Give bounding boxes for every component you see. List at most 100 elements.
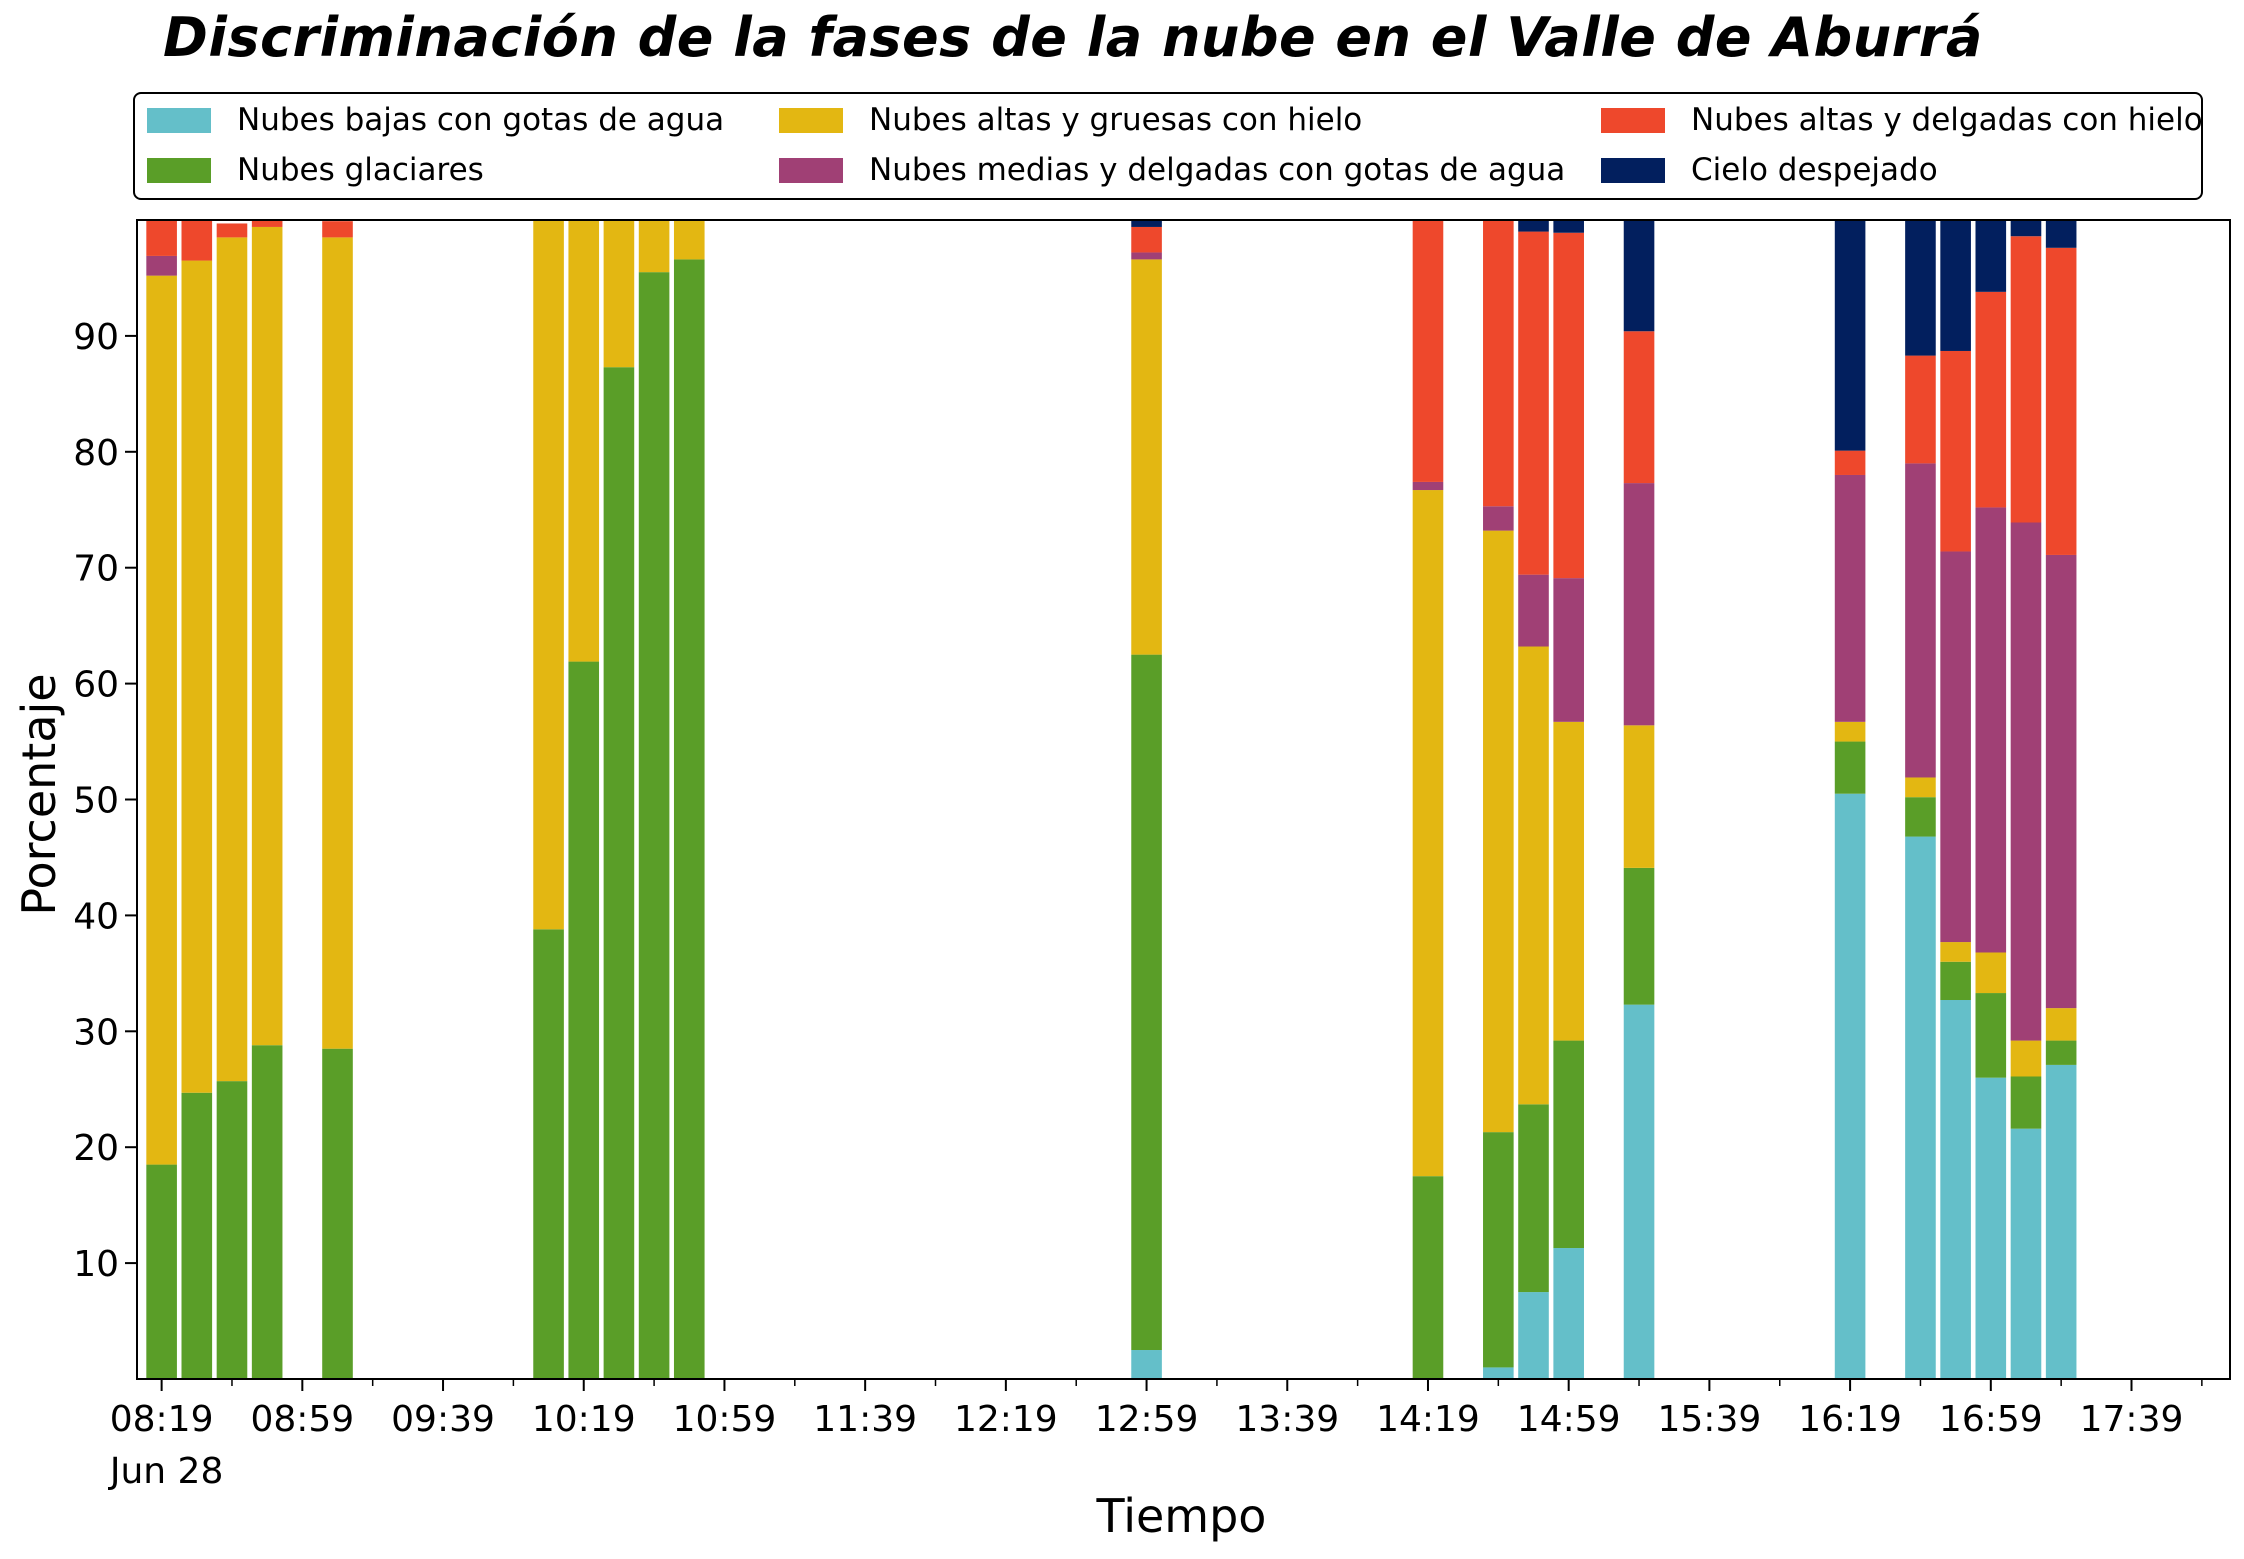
y-tick-label: 70 [73,549,119,590]
legend-item: Cielo despejado [1601,150,1938,190]
y-tick-label: 50 [73,781,119,822]
bar-segment-1449-s2 [1518,646,1549,1105]
x-tick-label: 14:59 [1517,1399,1621,1440]
bar-segment-1659-s4 [1975,291,2007,508]
x-axis-date-label: Jun 28 [108,1451,224,1492]
legend-item: Nubes altas y gruesas con hielo [779,100,1362,140]
bar-segment-0909-s2 [322,237,353,1049]
bar-segment-1439-s1 [1483,1132,1514,1368]
bar-segment-1659-s2 [1975,952,2007,994]
bar-segment-0819-s1 [146,1164,177,1379]
bar-segment-1019-s2 [568,220,600,662]
bar-segment-1649-s0 [1940,1000,1971,1379]
bar-segment-1009-s2 [533,220,564,930]
x-tick-label: 08:19 [110,1399,214,1440]
x-axis: 08:19 08:59 09:39 10:19 10:59 11:39 12:19 12:59… [110,1379,2203,1440]
bar-segment-1709-s2 [2010,1040,2042,1077]
bar-segment-1459-s1 [1553,1040,1584,1249]
bar-segment-1719-s3 [2045,554,2077,1009]
legend-swatch [779,157,843,183]
bar-segment-1659-s0 [1975,1077,2007,1379]
bar-segment-1419-s2 [1412,490,1444,1177]
bar-segment-1459-s3 [1553,578,1584,722]
legend-swatch [1601,157,1665,183]
bar-segment-1719-s1 [2045,1040,2077,1065]
x-tick-label: 16:19 [1798,1399,1902,1440]
x-tick-label: 13:39 [1235,1399,1339,1440]
y-tick-label: 80 [73,433,119,474]
legend-label: Cielo despejado [1691,152,1938,188]
bar-segment-1639-s2 [1905,777,1936,798]
bar-segment-0839-s4 [216,223,248,238]
bar-segment-1649-s4 [1940,350,1971,552]
bar-segment-1419-s1 [1412,1176,1444,1379]
bar-segment-1449-s4 [1518,231,1549,575]
bar-segment-1459-s2 [1553,721,1584,1041]
bars-layer [146,220,2077,1379]
bar-segment-1639-s3 [1905,463,1936,778]
bar-segment-1719-s5 [2045,220,2077,248]
bar-segment-1519-s0 [1623,1004,1655,1379]
bar-segment-1439-s4 [1483,220,1514,507]
y-axis-label: Porcentaje [12,673,66,915]
bar-segment-0849-s4 [251,220,283,227]
bar-segment-0829-s1 [181,1092,213,1379]
bar-segment-1419-s3 [1412,481,1444,491]
x-tick-label: 15:39 [1658,1399,1762,1440]
bar-segment-1459-s4 [1553,232,1584,579]
bar-segment-0829-s4 [181,220,213,261]
bar-segment-1619-s5 [1834,220,1866,451]
x-tick-label: 16:59 [1939,1399,2043,1440]
bar-segment-1619-s2 [1834,721,1866,742]
x-tick-label: 17:39 [2080,1399,2184,1440]
y-tick-label: 20 [73,1128,119,1169]
bar-segment-1639-s1 [1905,797,1936,837]
bar-segment-1449-s3 [1518,574,1549,647]
bar-segment-0819-s3 [146,255,177,276]
bar-segment-1259-s4 [1131,226,1162,253]
bar-segment-1619-s3 [1834,474,1866,722]
legend-swatch [147,157,211,183]
legend-item: Nubes altas y delgadas con hielo [1601,100,2203,140]
bar-segment-1259-s1 [1131,654,1162,1351]
bar-segment-0909-s4 [322,221,353,238]
bar-segment-1049-s1 [673,259,705,1379]
bar-segment-1649-s5 [1940,220,1971,351]
bar-segment-1709-s0 [2010,1128,2042,1379]
x-tick-label: 14:19 [1376,1399,1480,1440]
bar-segment-1029-s2 [603,220,635,368]
bar-segment-1639-s4 [1905,355,1936,464]
y-tick-label: 40 [73,896,119,937]
bar-segment-1649-s2 [1940,942,1971,962]
bar-segment-1619-s1 [1834,741,1866,794]
x-tick-label: 11:39 [813,1399,917,1440]
x-tick-label: 08:59 [250,1399,354,1440]
legend-label: Nubes altas y gruesas con hielo [869,102,1363,138]
bar-segment-1259-s5 [1131,220,1162,227]
bar-segment-1449-s5 [1518,220,1549,232]
bar-segment-1659-s1 [1975,993,2007,1078]
bar-segment-1619-s4 [1834,450,1866,475]
bar-segment-1449-s1 [1518,1104,1549,1293]
bar-segment-1709-s3 [2010,522,2042,1041]
y-tick-label: 90 [73,317,119,358]
x-tick-label: 10:19 [532,1399,636,1440]
bar-segment-1659-s3 [1975,507,2007,953]
y-tick-label: 30 [73,1012,119,1053]
x-axis-label: Tiempo [1096,1489,1267,1543]
bar-segment-1419-s4 [1412,220,1444,482]
bar-segment-1259-s3 [1131,252,1162,260]
bar-segment-0849-s1 [251,1045,283,1379]
bar-segment-1009-s1 [533,929,564,1379]
bar-segment-1459-s0 [1553,1248,1584,1379]
bar-segment-1449-s0 [1518,1292,1549,1379]
bar-segment-1259-s2 [1131,259,1162,655]
bar-segment-1619-s0 [1834,793,1866,1379]
legend-swatch [1601,107,1665,133]
bar-segment-1719-s0 [2045,1064,2077,1379]
bar-segment-1039-s2 [638,220,670,273]
legend-label: Nubes altas y delgadas con hielo [1691,102,2203,138]
legend-item: Nubes medias y delgadas con gotas de agu… [779,150,1565,190]
bar-segment-1639-s5 [1905,220,1936,356]
